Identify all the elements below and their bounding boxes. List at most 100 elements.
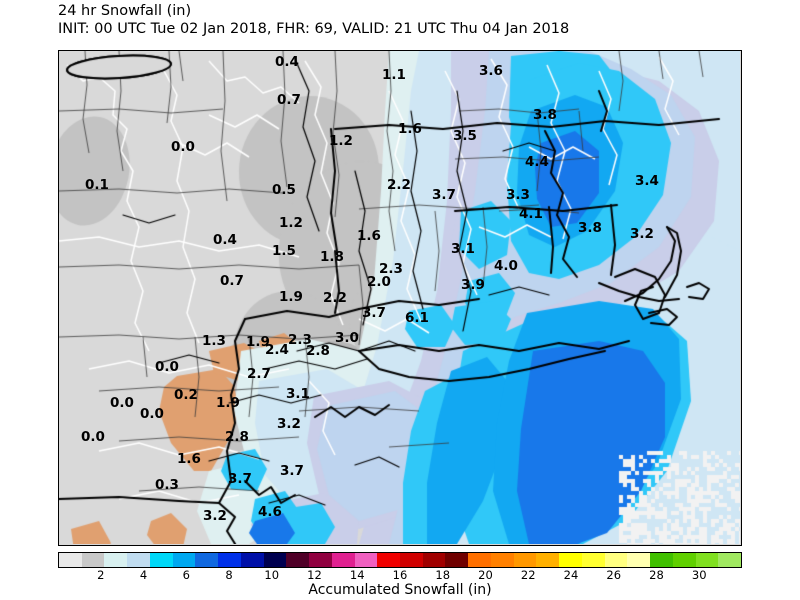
contour-value-label: 3.7 <box>362 305 386 321</box>
contour-value-label: 3.1 <box>451 241 475 257</box>
contour-value-label: 0.0 <box>110 395 134 411</box>
contour-value-label: 0.0 <box>140 406 164 422</box>
colorbar-swatch <box>581 553 605 567</box>
colorbar-swatch <box>263 553 287 567</box>
colorbar-gradient <box>59 553 742 567</box>
contour-value-label: 1.8 <box>320 249 344 265</box>
colorbar-swatch <box>672 553 696 567</box>
contour-value-label: 3.5 <box>453 128 477 144</box>
colorbar-swatch <box>650 553 673 567</box>
colorbar-tick-label: 28 <box>649 568 664 582</box>
contour-value-label: 2.8 <box>306 343 330 359</box>
colorbar-swatch <box>490 553 514 567</box>
colorbar-swatch <box>718 553 742 567</box>
contour-value-label: 3.3 <box>506 187 530 203</box>
colorbar-swatch <box>536 553 560 567</box>
contour-value-label: 3.2 <box>277 416 301 432</box>
contour-value-label: 4.4 <box>525 154 549 170</box>
forecast-map: 0.4 1.1 3.6 0.7 3.8 1.6 3.5 0.0 1.2 4.4 0.5 2.2 3.7 3… <box>58 50 742 546</box>
colorbar-swatch <box>559 553 582 567</box>
contour-value-label: 1.6 <box>398 121 422 137</box>
contour-value-label: 6.1 <box>405 310 429 326</box>
colorbar-tick-label: 2 <box>97 568 105 582</box>
colorbar-tick-label: 10 <box>264 568 280 582</box>
contour-value-label: 1.3 <box>202 333 226 349</box>
colorbar-swatch <box>172 553 196 567</box>
contour-value-label: 2.3 <box>288 332 312 348</box>
colorbar-swatch <box>195 553 219 567</box>
contour-value-label: 3.1 <box>286 386 310 402</box>
colorbar-tick-label: 16 <box>392 568 408 582</box>
contour-value-label: 3.7 <box>228 471 252 487</box>
colorbar-swatch <box>81 553 105 567</box>
colorbar <box>58 552 742 568</box>
contour-value-label: 3.7 <box>432 187 456 203</box>
colorbar-swatch <box>377 553 401 567</box>
contour-value-label: 2.3 <box>379 261 403 277</box>
contour-value-label: 0.0 <box>171 139 195 155</box>
colorbar-tick-label: 6 <box>182 568 190 582</box>
colorbar-tick-label: 30 <box>691 568 707 582</box>
contour-value-label: 3.9 <box>461 277 485 293</box>
colorbar-tick-labels: 2 4 6 8 10 12 14 16 18 20 22 24 26 28 30 <box>58 568 742 582</box>
contour-value-label: 0.1 <box>85 177 109 193</box>
forecast-metadata-line: INIT: 00 UTC Tue 02 Jan 2018, FHR: 69, V… <box>58 21 570 37</box>
contour-value-label: 0.4 <box>213 232 237 248</box>
colorbar-tick-label: 4 <box>139 568 148 582</box>
contour-value-label: 3.0 <box>335 330 359 346</box>
colorbar-swatch <box>104 553 128 567</box>
contour-value-label: 0.7 <box>277 92 301 108</box>
colorbar-swatch <box>422 553 446 567</box>
contour-value-label: 2.0 <box>367 274 391 290</box>
contour-value-label: 1.2 <box>329 133 353 149</box>
colorbar-tick-label: 24 <box>563 568 579 582</box>
page-title: 24 hr Snowfall (in) <box>58 3 192 19</box>
colorbar-swatch <box>695 553 719 567</box>
contour-value-label: 2.7 <box>247 366 271 382</box>
colorbar-swatch <box>149 553 173 567</box>
contour-value-label: 4.0 <box>494 258 518 274</box>
colorbar-tick-label: 8 <box>225 568 233 582</box>
colorbar-tick-label: 20 <box>478 568 493 582</box>
colorbar-swatch <box>468 553 491 567</box>
contour-value-label: 4.1 <box>519 206 543 222</box>
contour-value-label: 1.5 <box>272 243 296 259</box>
colorbar-swatch <box>59 553 82 567</box>
contour-value-label: 3.4 <box>635 173 659 189</box>
contour-value-label: 2.2 <box>387 177 411 193</box>
colorbar-swatch <box>309 553 332 567</box>
colorbar-tick-label: 18 <box>435 568 451 582</box>
contour-value-label: 0.7 <box>220 273 244 289</box>
contour-value-label: 0.0 <box>155 359 179 375</box>
contour-value-label: 3.6 <box>479 63 503 79</box>
contour-value-label: 1.9 <box>279 289 303 305</box>
colorbar-swatch <box>331 553 355 567</box>
map-title-block: 24 hr Snowfall (in) INIT: 00 UTC Tue 02 … <box>58 2 569 38</box>
contour-value-label: 2.8 <box>225 429 249 445</box>
contour-value-label: 3.8 <box>578 220 602 236</box>
colorbar-swatch <box>604 553 628 567</box>
contour-value-label: 1.9 <box>216 395 240 411</box>
contour-value-label: 0.3 <box>155 477 179 493</box>
contour-value-label: 4.6 <box>258 504 282 520</box>
contour-value-label: 2.4 <box>265 342 289 358</box>
contour-value-label: 3.8 <box>533 107 557 123</box>
colorbar-swatch <box>127 553 150 567</box>
colorbar-swatch <box>445 553 469 567</box>
colorbar-swatch <box>354 553 378 567</box>
colorbar-tick-label: 14 <box>349 568 365 582</box>
colorbar-title: Accumulated Snowfall (in) <box>308 582 492 598</box>
colorbar-swatch <box>240 553 264 567</box>
contour-value-label: 1.9 <box>246 334 270 350</box>
snowfall-contour-fill-canvas <box>59 51 740 544</box>
colorbar-tick-label: 12 <box>307 568 322 582</box>
colorbar-swatch <box>286 553 310 567</box>
colorbar-tick-label: 22 <box>520 568 536 582</box>
contour-value-label: 0.0 <box>81 429 105 445</box>
contour-value-label: 1.1 <box>382 67 406 83</box>
colorbar-swatch <box>513 553 537 567</box>
contour-value-label: 1.6 <box>357 228 381 244</box>
contour-value-label: 1.6 <box>177 451 201 467</box>
contour-value-label: 0.2 <box>174 387 198 403</box>
